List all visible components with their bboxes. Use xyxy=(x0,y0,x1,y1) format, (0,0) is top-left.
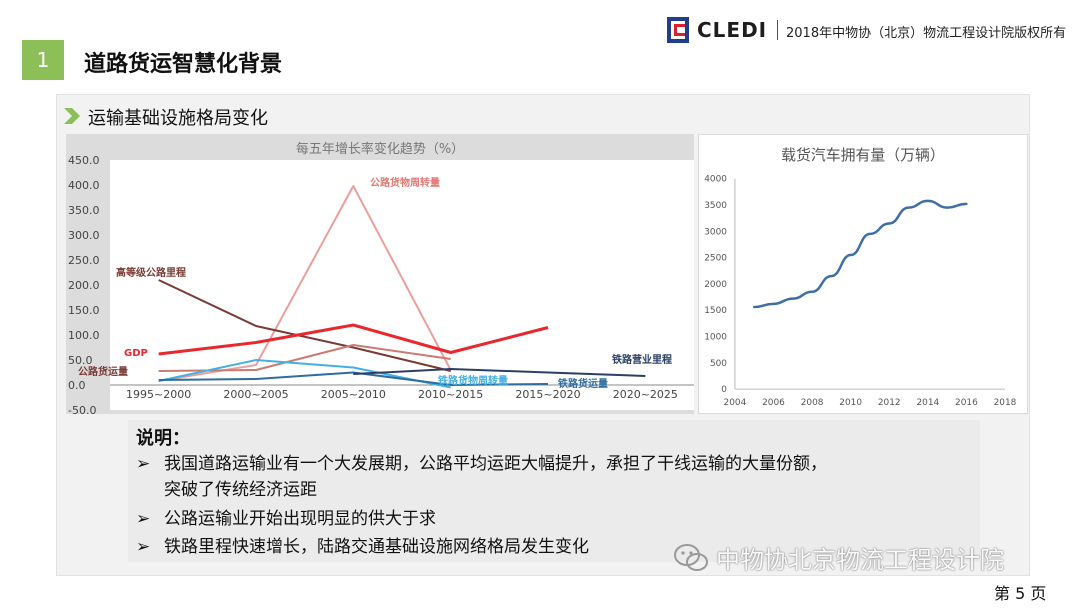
series-line xyxy=(158,323,549,356)
y-tick-label: 3000 xyxy=(704,227,727,237)
cledi-logo-icon xyxy=(667,17,689,43)
y-tick-label: 100.0 xyxy=(68,329,100,342)
copyright-text: 2018年中物协（北京）物流工程设计院版权所有 xyxy=(786,26,1067,41)
x-tick-label: 2015~2020 xyxy=(515,388,580,401)
section-subtitle: 运输基础设施格局变化 xyxy=(88,108,268,129)
wechat-icon xyxy=(674,544,708,571)
note-item: ➢ 铁路里程快速增长，陆路交通基础设施网络格局发生变化 xyxy=(136,534,589,560)
x-tick-label: 2014 xyxy=(916,398,939,408)
series-label: 铁路营业里程 xyxy=(612,353,672,366)
y-tick-label: 300.0 xyxy=(68,229,100,242)
bullet-arrow-icon: ➢ xyxy=(136,537,151,557)
y-tick-label: 2000 xyxy=(704,280,727,290)
chart-title: 载货汽车拥有量（万辆） xyxy=(781,146,945,164)
note-item: ➢ 公路运输业开始出现明显的供大于求 xyxy=(136,506,436,532)
section-number: 1 xyxy=(22,40,64,80)
bullet-arrow-icon: ➢ xyxy=(136,509,151,529)
series-line xyxy=(158,359,451,389)
chart-title: 每五年增长率变化趋势（%） xyxy=(296,141,464,157)
y-tick-label: 3500 xyxy=(704,201,727,211)
x-tick-label: 2008 xyxy=(801,398,824,408)
notes-box xyxy=(128,420,980,562)
series-line xyxy=(158,371,549,386)
y-tick-label: 400.0 xyxy=(68,179,100,192)
chevron-right-icon xyxy=(64,108,80,124)
series-label: 铁路货物周转量 xyxy=(438,374,508,387)
series-line xyxy=(158,279,451,372)
note-item: ➢ 我国道路运输业有一个大发展期，公路平均运距大幅提升，承担了干线运输的大量份额， xyxy=(136,451,827,477)
y-tick-label: 200.0 xyxy=(68,279,100,292)
header-divider xyxy=(777,20,778,40)
series-line xyxy=(158,185,452,382)
y-tick-label: 2500 xyxy=(704,254,727,264)
logo-text: CLEDI xyxy=(697,18,768,42)
y-tick-label: 250.0 xyxy=(68,254,100,267)
x-tick-label: 2018 xyxy=(994,398,1017,408)
page-title: 道路货运智慧化背景 xyxy=(84,52,283,77)
y-tick-label: 1000 xyxy=(704,333,727,343)
y-tick-label: 50.0 xyxy=(68,354,93,367)
x-tick-label: 2010 xyxy=(839,398,862,408)
x-tick-label: 2005~2010 xyxy=(321,388,386,401)
y-tick-label: 500 xyxy=(710,359,727,369)
x-tick-label: 2020~2025 xyxy=(613,388,678,401)
series-line xyxy=(353,368,646,377)
x-tick-label: 2012 xyxy=(878,398,901,408)
watermark-text: 中物协北京物流工程设计院 xyxy=(716,546,1004,574)
y-tick-label: 4000 xyxy=(704,175,727,185)
growth-rate-chart: 每五年增长率变化趋势（%） 450.0 400.0 350.0 300.0 250.0 20… xyxy=(66,134,694,414)
series-line xyxy=(752,199,968,309)
x-tick-label: 2010~2015 xyxy=(418,388,483,401)
series-label: 铁路货运量 xyxy=(558,377,608,390)
y-tick-label: 1500 xyxy=(704,306,727,316)
notes-title: 说明： xyxy=(136,428,190,449)
x-tick-label: 2006 xyxy=(762,398,785,408)
series-label: 公路货运量 xyxy=(78,365,128,378)
series-label: 高等级公路里程 xyxy=(116,266,186,279)
note-item-continued: 突破了传统经济运距 xyxy=(164,480,317,500)
y-tick-label: 350.0 xyxy=(68,204,100,217)
page-number: 第 5 页 xyxy=(994,584,1047,603)
x-tick-label: 1995~2000 xyxy=(126,388,191,401)
y-tick-label: 0.0 xyxy=(68,379,86,392)
series-label: 公路货物周转量 xyxy=(370,176,440,189)
y-tick-label: 150.0 xyxy=(68,304,100,317)
x-tick-label: 2016 xyxy=(955,398,978,408)
plot-area xyxy=(110,160,694,410)
truck-ownership-chart: 载货汽车拥有量（万辆） 4000 3500 3000 2500 2000 1500 1000 5… xyxy=(698,134,1028,414)
x-tick-label: 2004 xyxy=(724,398,747,408)
y-tick-label: -50.0 xyxy=(68,404,96,414)
y-tick-label: 0 xyxy=(721,385,727,395)
x-tick-label: 2000~2005 xyxy=(223,388,288,401)
bullet-arrow-icon: ➢ xyxy=(136,454,151,474)
series-label: GDP xyxy=(124,348,148,359)
y-tick-label: 450.0 xyxy=(68,154,100,167)
